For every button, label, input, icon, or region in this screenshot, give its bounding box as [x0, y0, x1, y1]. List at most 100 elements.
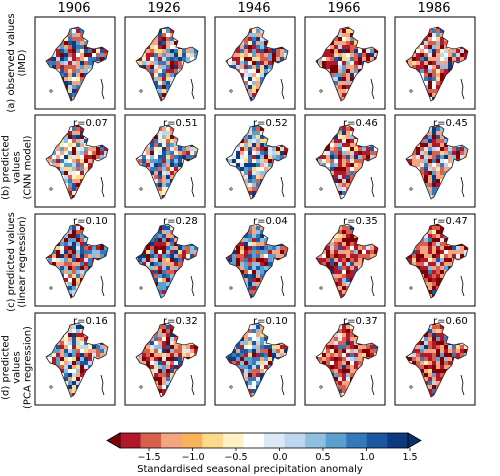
colorbar-segment — [366, 433, 388, 448]
islands-dots — [229, 89, 233, 93]
colorbar — [106, 432, 422, 451]
colorbar-label: Standardised seasonal precipitation anom… — [137, 464, 363, 475]
islands-outline — [100, 78, 105, 100]
row-label-cnn: (b) predicted values (CNN model) — [1, 118, 34, 218]
r-value-linear-1966: r=0.35 — [343, 216, 378, 227]
map-panel — [34, 16, 116, 110]
country-outline — [405, 322, 469, 398]
map-panel — [124, 213, 206, 307]
r-value-pca-1986: r=0.60 — [433, 316, 468, 327]
colorbar-segment — [181, 433, 203, 448]
islands-outline — [370, 374, 375, 396]
row-label-pca: (d) predicted values (PCA regression) — [1, 318, 34, 418]
colorbar-segment — [346, 433, 368, 448]
row-label-observed: (a) observed values (IMD) — [6, 13, 28, 113]
row-label-line1: (b) predicted values — [0, 135, 23, 200]
islands-outline — [460, 78, 465, 100]
islands-outline — [460, 176, 465, 198]
year-header-1986: 1986 — [417, 1, 451, 16]
country-outline — [45, 322, 109, 398]
islands-outline — [100, 374, 105, 396]
year-header-1946: 1946 — [237, 1, 271, 16]
map-panel — [394, 114, 476, 208]
islands-outline — [370, 78, 375, 100]
country-outline — [315, 26, 379, 102]
country-outline — [45, 124, 109, 200]
colorbar-segment — [387, 433, 409, 448]
map-panel — [34, 312, 116, 406]
colorbar-segment — [161, 433, 183, 448]
r-value-pca-1906: r=0.16 — [73, 316, 108, 327]
map-panel — [214, 213, 296, 307]
colorbar-tick: 1.5 — [402, 452, 418, 463]
islands-outline — [190, 78, 195, 100]
country-outline — [315, 223, 379, 299]
colorbar-extend-low — [106, 432, 121, 449]
country-outline — [45, 223, 109, 299]
country-outline — [135, 223, 199, 299]
colorbar-tick: 0.5 — [315, 452, 331, 463]
country-outline — [405, 26, 469, 102]
colorbar-segment — [120, 433, 141, 448]
r-value-pca-1966: r=0.37 — [343, 316, 378, 327]
islands-dots — [49, 187, 53, 191]
islands-dots — [409, 187, 413, 191]
colorbar-segment — [264, 433, 285, 448]
country-outline — [225, 26, 289, 102]
map-panel — [214, 16, 296, 110]
islands-outline — [280, 275, 285, 297]
r-value-linear-1986: r=0.47 — [433, 216, 468, 227]
islands-outline — [280, 78, 285, 100]
country-outline — [135, 322, 199, 398]
colorbar-segment — [325, 433, 347, 448]
islands-outline — [100, 275, 105, 297]
country-outline — [225, 322, 289, 398]
r-value-pca-1926: r=0.32 — [163, 316, 198, 327]
r-value-cnn-1926: r=0.51 — [163, 118, 198, 129]
country-outline — [225, 124, 289, 200]
map-panel — [124, 312, 206, 406]
r-value-linear-1906: r=0.10 — [73, 216, 108, 227]
islands-dots — [409, 286, 413, 290]
r-value-cnn-1906: r=0.07 — [73, 118, 108, 129]
islands-dots — [229, 286, 233, 290]
row-label-line2: (linear regression) — [17, 216, 28, 308]
colorbar-segment — [243, 433, 265, 448]
colorbar-tick: 0.0 — [272, 452, 288, 463]
colorbar-tick: −1.0 — [181, 452, 205, 463]
row-label-line1: (c) predicted values — [6, 212, 17, 312]
country-outline — [315, 322, 379, 398]
islands-outline — [280, 374, 285, 396]
r-value-linear-1946: r=0.04 — [253, 216, 288, 227]
colorbar-tick: −0.5 — [224, 452, 248, 463]
row-label-linear: (c) predicted values (linear regression) — [6, 212, 28, 312]
country-outline — [225, 223, 289, 299]
row-label-line2: (PCA regression) — [22, 326, 34, 409]
country-outline — [405, 223, 469, 299]
r-value-cnn-1986: r=0.45 — [433, 118, 468, 129]
islands-outline — [460, 275, 465, 297]
islands-dots — [139, 286, 143, 290]
country-outline — [135, 26, 199, 102]
islands-dots — [49, 286, 53, 290]
islands-outline — [460, 374, 465, 396]
colorbar-segment — [284, 433, 306, 448]
islands-dots — [319, 187, 323, 191]
year-header-1966: 1966 — [327, 1, 361, 16]
map-panel — [304, 16, 386, 110]
r-value-pca-1946: r=0.10 — [253, 316, 288, 327]
islands-dots — [409, 89, 413, 93]
islands-outline — [280, 176, 285, 198]
map-panel — [34, 114, 116, 208]
islands-dots — [229, 385, 233, 389]
map-panel — [304, 114, 386, 208]
islands-dots — [319, 385, 323, 389]
country-outline — [135, 124, 199, 200]
map-panel — [304, 213, 386, 307]
map-panel — [214, 114, 296, 208]
islands-outline — [370, 176, 375, 198]
islands-dots — [319, 286, 323, 290]
colorbar-segment — [140, 433, 162, 448]
islands-outline — [190, 374, 195, 396]
colorbar-tick: 1.0 — [359, 452, 375, 463]
